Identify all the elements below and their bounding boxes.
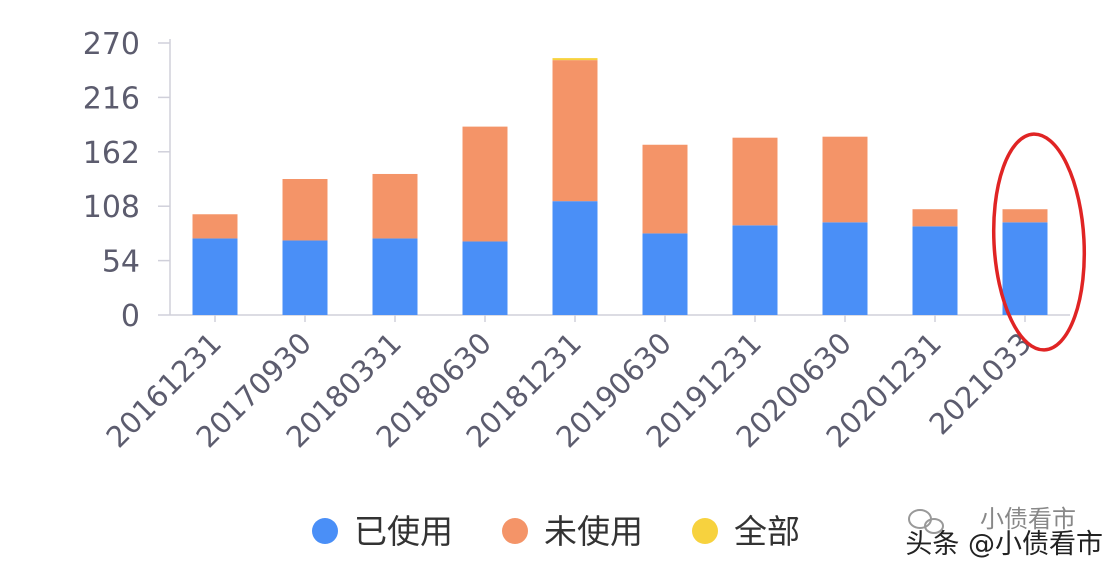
legend-marker xyxy=(692,518,718,544)
watermark-text: 头条 @小债看市 xyxy=(905,529,1103,560)
bar-segment xyxy=(552,58,598,61)
bar-segment xyxy=(372,238,418,315)
bar-segment xyxy=(372,173,418,239)
y-tick-label: 162 xyxy=(83,136,140,171)
bar-segment xyxy=(1002,222,1048,315)
bar-segment xyxy=(912,209,958,227)
bar-segment xyxy=(462,126,508,242)
bar-segment xyxy=(912,226,958,315)
bar-segment xyxy=(642,144,688,234)
bar-segment xyxy=(282,240,328,315)
y-tick-label: 270 xyxy=(83,27,140,62)
bar-segment xyxy=(642,233,688,315)
y-tick-label: 108 xyxy=(83,190,140,225)
legend-marker xyxy=(502,518,528,544)
bar-segment xyxy=(822,222,868,315)
y-axis: 0 54 108 162 216 270 xyxy=(83,27,171,334)
legend-label: 全部 xyxy=(734,512,800,551)
legend-label: 已使用 xyxy=(354,512,453,551)
bar-segment xyxy=(462,241,508,315)
highlight-ellipse xyxy=(991,132,1087,352)
bar-segment xyxy=(822,136,868,223)
bar-segment xyxy=(552,60,598,202)
watermark: 小债看市 头条 @小债看市 xyxy=(905,505,1103,560)
legend: 已使用 未使用 全部 xyxy=(312,512,800,551)
y-tick-label: 216 xyxy=(83,81,140,116)
wechat-icon xyxy=(908,509,944,534)
legend-label: 未使用 xyxy=(544,512,643,551)
watermark-faint-text: 小债看市 xyxy=(980,505,1076,533)
bars xyxy=(192,58,1048,315)
bar-segment xyxy=(1002,209,1048,223)
bar-segment xyxy=(732,137,778,226)
bar-segment xyxy=(732,225,778,315)
y-tick-label: 54 xyxy=(102,245,140,280)
bar-segment xyxy=(192,214,238,239)
bar-segment xyxy=(282,179,328,241)
y-tick-label: 0 xyxy=(121,299,140,334)
legend-marker xyxy=(312,518,338,544)
annotation xyxy=(991,132,1087,352)
bar-segment xyxy=(192,238,238,315)
x-axis: 2016123120170930201803312018063020181231… xyxy=(100,314,1070,454)
bar-segment xyxy=(552,201,598,315)
